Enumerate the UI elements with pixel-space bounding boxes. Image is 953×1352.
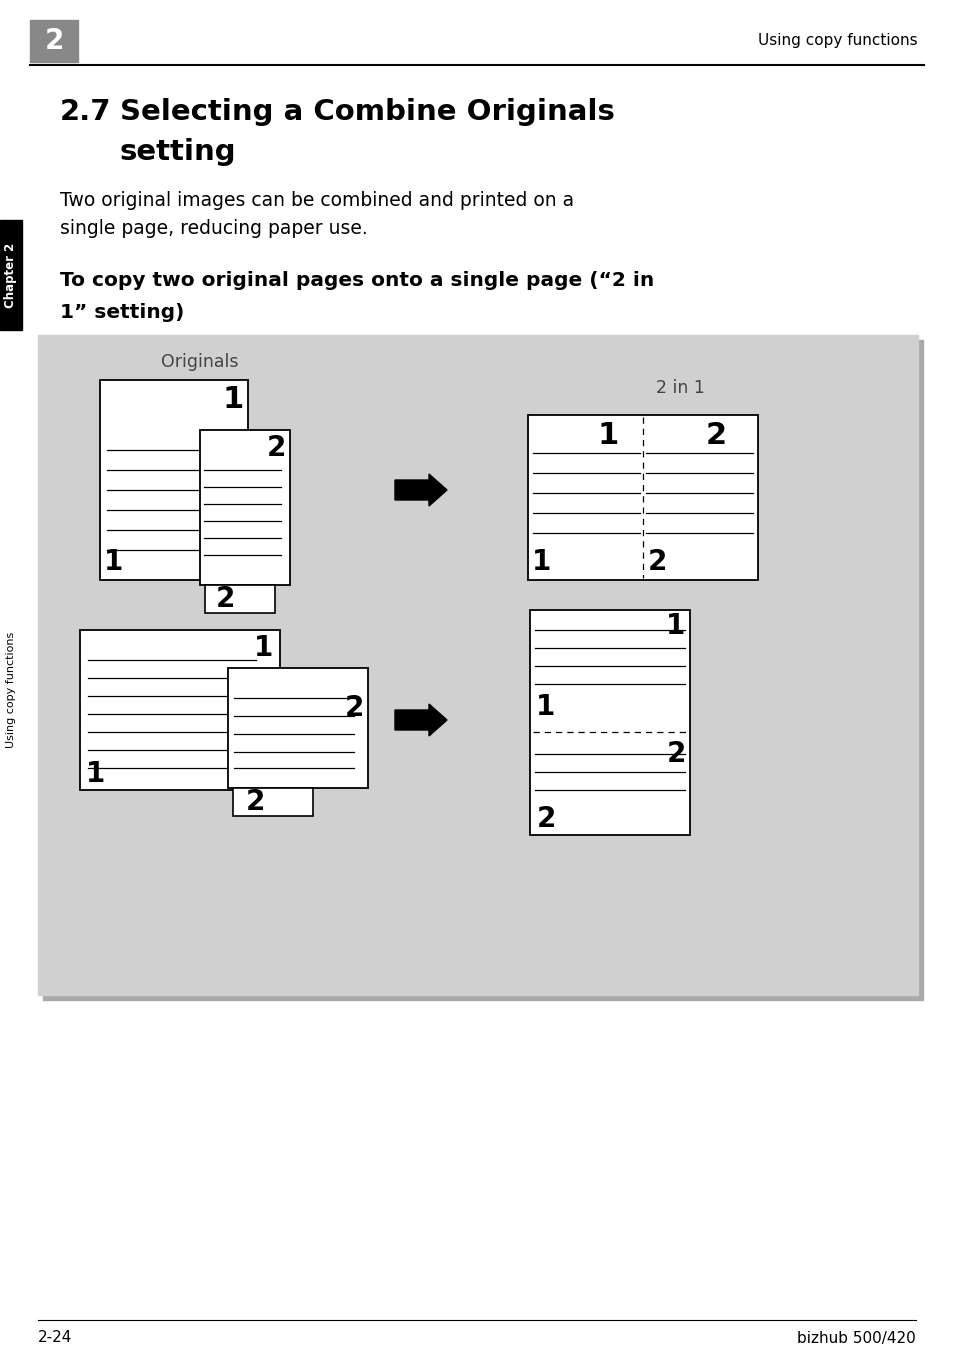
Text: 2: 2 xyxy=(665,740,685,768)
Bar xyxy=(38,335,917,995)
Text: setting: setting xyxy=(120,138,236,166)
Text: 1: 1 xyxy=(666,612,685,639)
Bar xyxy=(80,630,280,790)
Text: single page, reducing paper use.: single page, reducing paper use. xyxy=(60,219,367,238)
Text: 2 in 1: 2 in 1 xyxy=(655,379,703,397)
Text: 1: 1 xyxy=(532,548,551,576)
Bar xyxy=(228,668,368,788)
Text: Chapter 2: Chapter 2 xyxy=(5,242,17,308)
Text: To copy two original pages onto a single page (“2 in: To copy two original pages onto a single… xyxy=(60,270,654,289)
Text: 2: 2 xyxy=(44,27,64,55)
Text: Selecting a Combine Originals: Selecting a Combine Originals xyxy=(120,97,615,126)
Bar xyxy=(30,20,78,62)
Text: bizhub 500/420: bizhub 500/420 xyxy=(797,1330,915,1345)
Text: 2: 2 xyxy=(215,585,234,612)
Text: 2: 2 xyxy=(344,694,363,722)
Text: 2.7: 2.7 xyxy=(60,97,112,126)
Bar xyxy=(233,788,313,817)
Bar xyxy=(100,380,248,580)
Text: 1: 1 xyxy=(104,548,124,576)
Text: Using copy functions: Using copy functions xyxy=(6,631,16,748)
Text: 1: 1 xyxy=(536,694,555,721)
Text: 2: 2 xyxy=(266,434,285,462)
Text: 2: 2 xyxy=(536,804,555,833)
Text: 2: 2 xyxy=(245,788,264,817)
Bar xyxy=(0,220,22,330)
Text: Two original images can be combined and printed on a: Two original images can be combined and … xyxy=(60,191,574,210)
Text: 2: 2 xyxy=(647,548,666,576)
Bar xyxy=(200,430,290,585)
FancyArrow shape xyxy=(395,475,447,506)
Bar xyxy=(43,339,923,1000)
Text: 1: 1 xyxy=(87,760,106,788)
Text: Originals: Originals xyxy=(161,353,238,370)
Bar xyxy=(527,415,758,580)
Text: 1: 1 xyxy=(598,420,618,449)
Text: Using copy functions: Using copy functions xyxy=(758,32,917,47)
Text: 2-24: 2-24 xyxy=(38,1330,72,1345)
Text: 1: 1 xyxy=(222,385,243,415)
Bar xyxy=(530,610,689,836)
Text: 2: 2 xyxy=(705,420,726,449)
FancyArrow shape xyxy=(395,704,447,735)
Text: 1: 1 xyxy=(254,634,274,662)
Text: 1” setting): 1” setting) xyxy=(60,303,184,323)
Bar xyxy=(205,585,274,612)
